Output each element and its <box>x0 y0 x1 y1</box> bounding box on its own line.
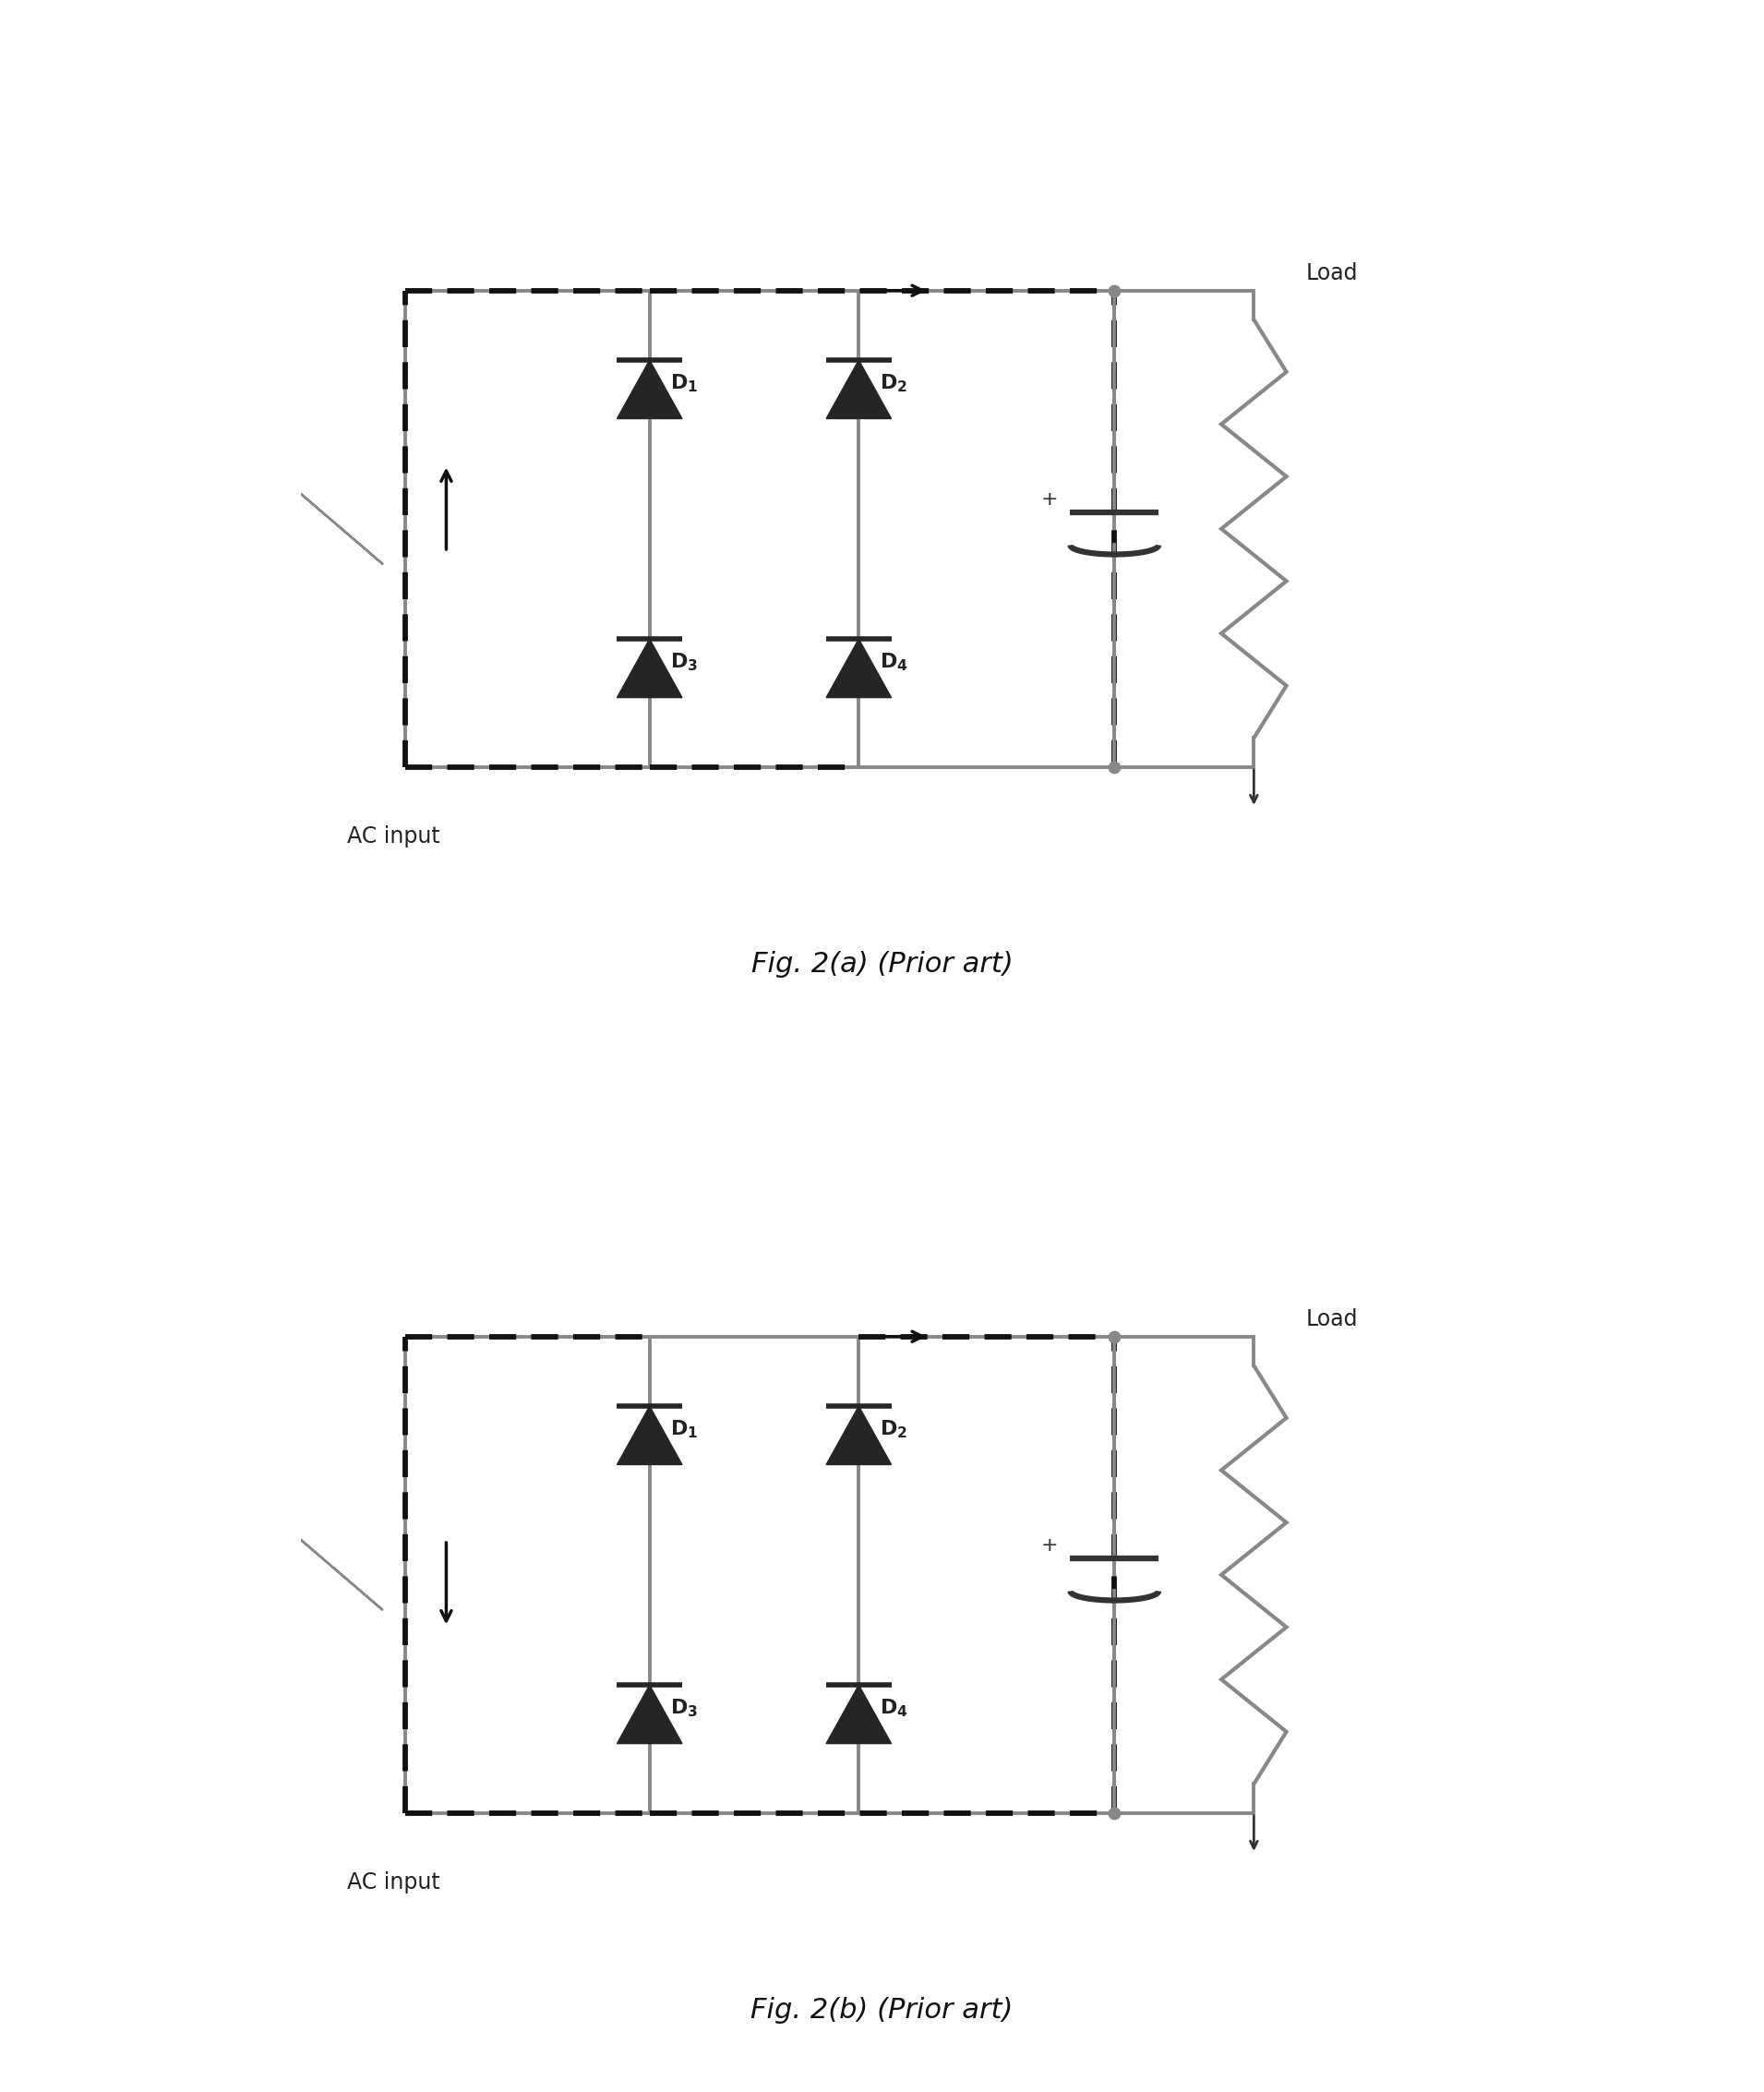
Text: Load: Load <box>1305 1310 1358 1331</box>
Text: $\mathbf{D_1}$: $\mathbf{D_1}$ <box>670 1418 699 1441</box>
Text: Load: Load <box>1305 264 1358 285</box>
Text: Fig. 2(b) (Prior art): Fig. 2(b) (Prior art) <box>751 1998 1013 2025</box>
Polygon shape <box>826 1684 891 1743</box>
Polygon shape <box>826 638 891 697</box>
Text: +: + <box>1041 1536 1058 1554</box>
Text: $\mathbf{D_2}$: $\mathbf{D_2}$ <box>880 372 907 395</box>
Text: AC input: AC input <box>348 1870 441 1893</box>
Text: Fig. 2(a) (Prior art): Fig. 2(a) (Prior art) <box>751 952 1013 979</box>
Polygon shape <box>617 1406 683 1464</box>
Text: +: + <box>1041 490 1058 508</box>
Polygon shape <box>826 360 891 418</box>
Text: $\mathbf{D_2}$: $\mathbf{D_2}$ <box>880 1418 907 1441</box>
Text: $\mathbf{D_3}$: $\mathbf{D_3}$ <box>670 1697 699 1720</box>
Text: AC input: AC input <box>348 824 441 847</box>
Polygon shape <box>617 1684 683 1743</box>
Text: $\mathbf{D_1}$: $\mathbf{D_1}$ <box>670 372 699 395</box>
Text: $\mathbf{D_4}$: $\mathbf{D_4}$ <box>880 1697 908 1720</box>
Polygon shape <box>826 1406 891 1464</box>
Polygon shape <box>617 638 683 697</box>
Polygon shape <box>617 360 683 418</box>
Text: $\mathbf{D_3}$: $\mathbf{D_3}$ <box>670 651 699 674</box>
Text: $\mathbf{D_4}$: $\mathbf{D_4}$ <box>880 651 908 674</box>
